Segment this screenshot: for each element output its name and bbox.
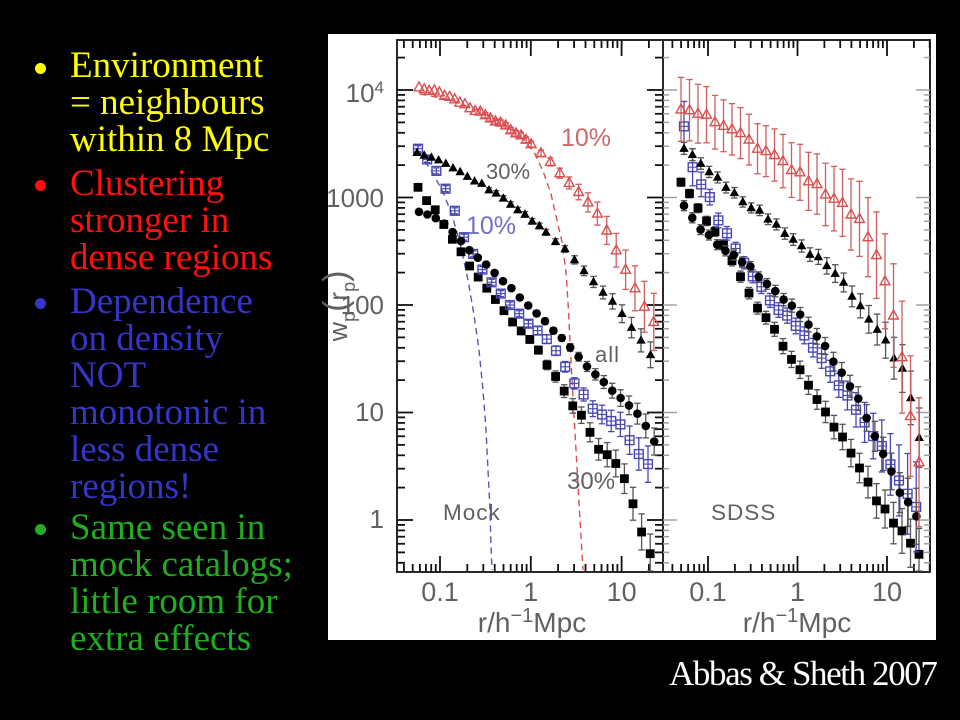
- svg-text:10: 10: [355, 397, 384, 427]
- svg-text:1: 1: [523, 577, 538, 607]
- svg-text:0.1: 0.1: [689, 577, 727, 607]
- svg-text:30%: 30%: [567, 468, 615, 495]
- svg-text:r/h−1Mpc: r/h−1Mpc: [478, 605, 586, 638]
- svg-text:10: 10: [607, 577, 637, 607]
- svg-text:wp(rp): wp(rp): [317, 271, 359, 343]
- svg-text:10%: 10%: [466, 212, 516, 240]
- svg-text:1: 1: [790, 577, 805, 607]
- svg-text:10: 10: [872, 577, 902, 607]
- svg-text:SDSS: SDSS: [711, 500, 776, 525]
- svg-text:100: 100: [341, 290, 384, 320]
- svg-text:all: all: [595, 342, 620, 367]
- svg-text:Mock: Mock: [443, 500, 501, 525]
- svg-text:30%: 30%: [486, 159, 530, 184]
- svg-text:r/h−1Mpc: r/h−1Mpc: [743, 605, 851, 638]
- svg-text:10%: 10%: [561, 124, 611, 152]
- svg-text:0.1: 0.1: [421, 577, 459, 607]
- svg-text:1000: 1000: [326, 183, 384, 213]
- svg-text:104: 104: [346, 78, 384, 108]
- svg-text:1: 1: [370, 504, 384, 534]
